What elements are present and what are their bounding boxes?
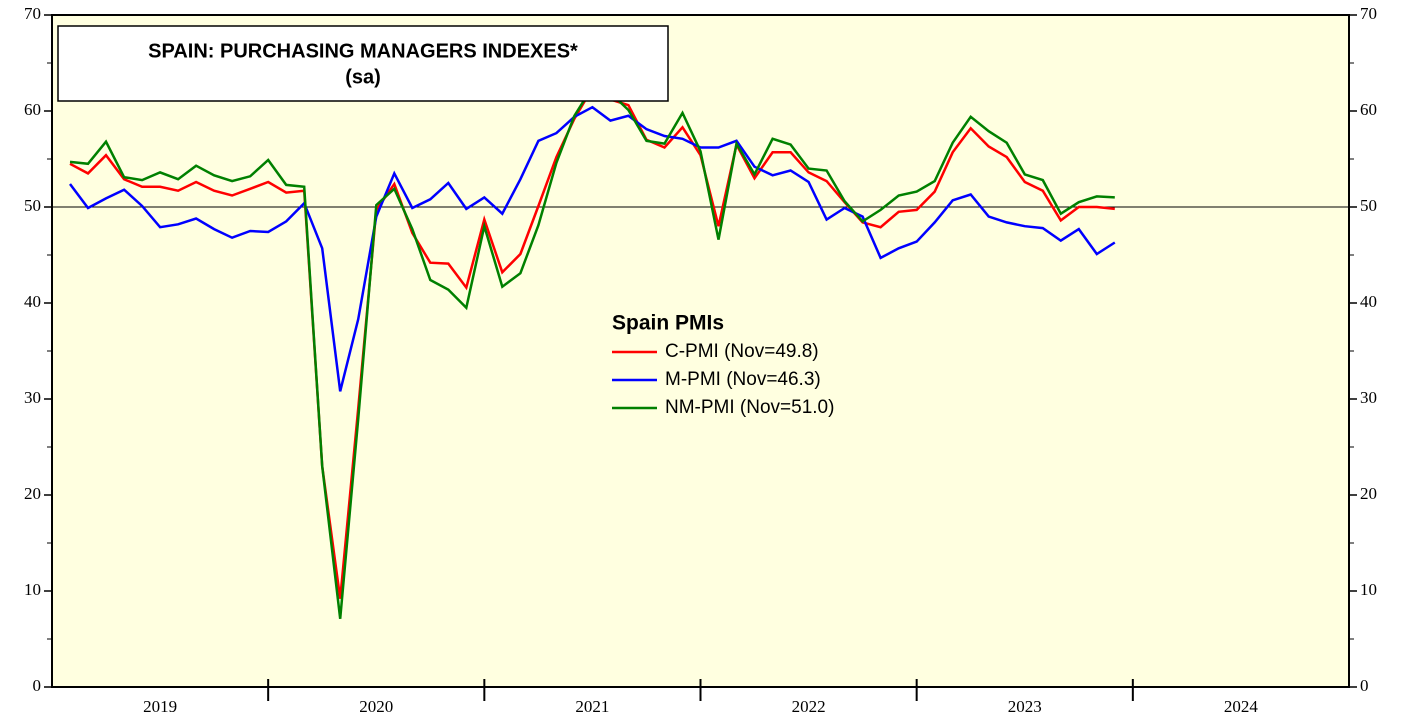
x-tick-label: 2020 — [359, 697, 393, 716]
series-line — [69, 105, 1116, 392]
title-box — [57, 25, 669, 102]
y2-tick-label: 30 — [1360, 388, 1377, 407]
legend-title: Spain PMIs — [612, 312, 724, 335]
x-tick-label: 2021 — [575, 697, 609, 716]
y-tick-label: 0 — [33, 676, 42, 695]
plot-area — [51, 14, 1350, 688]
legend-label: C-PMI (Nov=49.8) — [665, 341, 819, 362]
y2-tick-label: 10 — [1360, 580, 1377, 599]
legend-label: M-PMI (Nov=46.3) — [665, 369, 821, 390]
x-tick-label: 2019 — [143, 697, 177, 716]
y-tick-label: 50 — [24, 196, 41, 215]
legend-label: NM-PMI (Nov=51.0) — [665, 397, 834, 418]
y2-tick-label: 60 — [1360, 100, 1377, 119]
chart-title: SPAIN: PURCHASING MANAGERS INDEXES* — [148, 40, 578, 62]
x-tick-label: 2022 — [792, 697, 826, 716]
y2-tick-label: 70 — [1360, 4, 1377, 23]
y-tick-label: 30 — [24, 388, 41, 407]
y2-tick-label: 40 — [1360, 292, 1377, 311]
y-tick-label: 40 — [24, 292, 41, 311]
y2-tick-label: 50 — [1360, 196, 1377, 215]
y-tick-label: 10 — [24, 580, 41, 599]
y-tick-label: 70 — [24, 4, 41, 23]
x-tick-label: 2023 — [1008, 697, 1042, 716]
chart-subtitle: (sa) — [345, 66, 381, 88]
y2-tick-label: 20 — [1360, 484, 1377, 503]
y2-tick-label: 0 — [1360, 676, 1369, 695]
x-tick-label: 2024 — [1224, 697, 1259, 716]
y-tick-label: 20 — [24, 484, 41, 503]
y-tick-label: 60 — [24, 100, 41, 119]
